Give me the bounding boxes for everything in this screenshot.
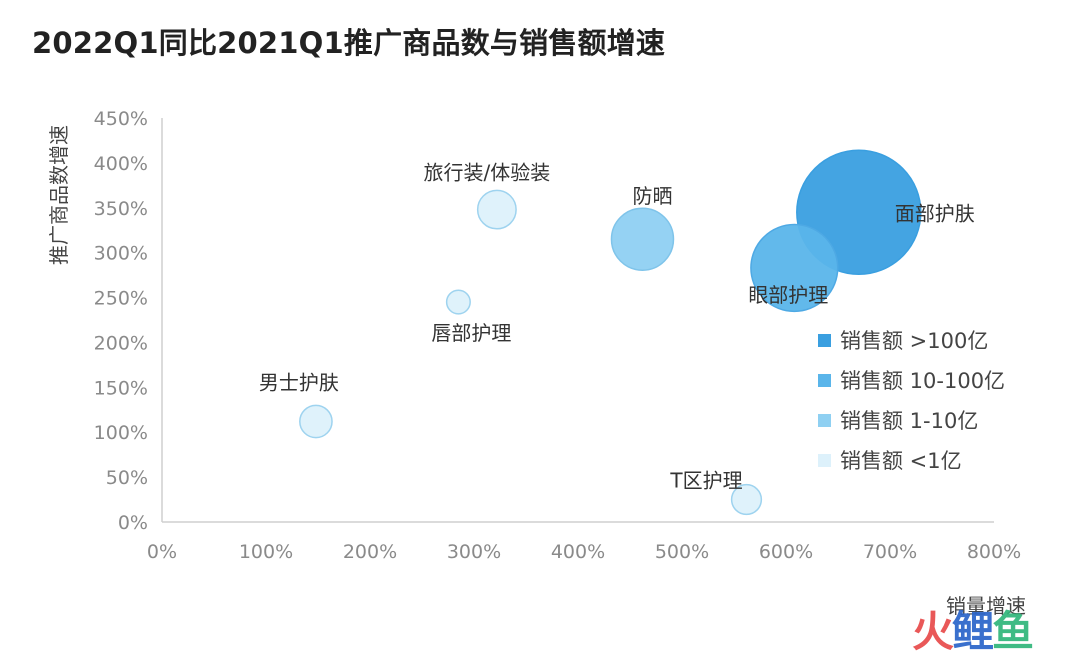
- x-tick-label: 700%: [863, 541, 917, 563]
- x-tick-label: 0%: [147, 541, 177, 563]
- y-tick-label: 250%: [94, 288, 148, 310]
- bubble-label: 男士护肤: [259, 370, 339, 394]
- axes: 0% 100% 200% 300% 400% 500% 600% 700% 800% 0% 50% 1…: [47, 108, 1026, 618]
- legend-label: 销售额 1-10亿: [840, 409, 978, 433]
- x-tick-label: 400%: [551, 541, 605, 563]
- x-tick-label: 200%: [343, 541, 397, 563]
- y-tick-label: 450%: [94, 108, 148, 130]
- bubble-point: [730, 483, 763, 516]
- bubble-label: 唇部护理: [431, 321, 511, 345]
- bubble-point: [445, 289, 471, 315]
- legend-swatch: [818, 454, 831, 467]
- chart-title: 2022Q1同比2021Q1推广商品数与销售额增速: [32, 26, 666, 60]
- legend-swatch: [818, 374, 831, 387]
- y-tick-label: 300%: [94, 243, 148, 265]
- bubble-label: T区护理: [669, 469, 742, 493]
- bubble-point: [610, 207, 675, 271]
- bubble-point: [476, 189, 517, 230]
- y-tick-label: 200%: [94, 332, 148, 354]
- y-tick-label: 100%: [94, 422, 148, 444]
- y-tick-label: 350%: [94, 198, 148, 220]
- legend-swatch: [818, 414, 831, 427]
- legend-swatch: [818, 334, 831, 347]
- legend-label: 销售额 <1亿: [840, 449, 962, 473]
- x-tick-label: 100%: [239, 541, 293, 563]
- bubble-label: 面部护肤: [895, 201, 975, 225]
- legend-label: 销售额 >100亿: [840, 329, 988, 353]
- bubble-point: [750, 223, 839, 313]
- x-tick-label: 300%: [447, 541, 501, 563]
- x-tick-label: 800%: [967, 541, 1021, 563]
- bubble-label: 旅行装/体验装: [424, 161, 551, 185]
- watermark-logo: 火鲤鱼: [912, 607, 1034, 656]
- bubble-label: 眼部护理: [748, 283, 828, 307]
- bubble-point: [299, 404, 333, 439]
- x-tick-label: 500%: [655, 541, 709, 563]
- legend-label: 销售额 10-100亿: [840, 369, 1005, 393]
- y-tick-label: 50%: [106, 467, 148, 489]
- y-tick-label: 150%: [94, 377, 148, 399]
- y-axis-title: 推广商品数增速: [47, 125, 71, 265]
- y-tick-label: 0%: [118, 512, 148, 534]
- y-tick-label: 400%: [94, 153, 148, 175]
- bubble-label: 防晒: [632, 184, 672, 208]
- bubbles-layer: [299, 149, 922, 516]
- x-tick-label: 600%: [759, 541, 813, 563]
- x-axis-title: 销量增速: [946, 594, 1026, 618]
